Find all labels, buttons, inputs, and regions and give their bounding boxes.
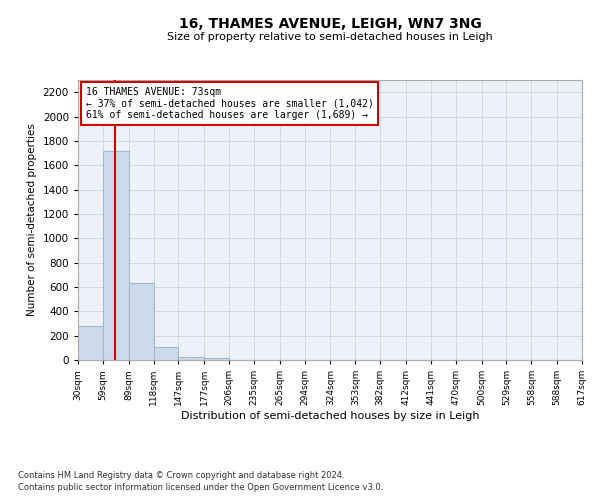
X-axis label: Distribution of semi-detached houses by size in Leigh: Distribution of semi-detached houses by … bbox=[181, 411, 479, 421]
Bar bbox=[204, 358, 229, 360]
Bar bbox=[178, 357, 204, 360]
Bar bbox=[103, 150, 128, 360]
Y-axis label: Number of semi-detached properties: Number of semi-detached properties bbox=[27, 124, 37, 316]
Bar bbox=[154, 347, 178, 360]
Text: Contains HM Land Registry data © Crown copyright and database right 2024.: Contains HM Land Registry data © Crown c… bbox=[18, 470, 344, 480]
Text: Contains public sector information licensed under the Open Government Licence v3: Contains public sector information licen… bbox=[18, 483, 383, 492]
Bar bbox=[78, 326, 103, 360]
Text: Size of property relative to semi-detached houses in Leigh: Size of property relative to semi-detach… bbox=[167, 32, 493, 42]
Bar bbox=[128, 284, 154, 360]
Text: 16, THAMES AVENUE, LEIGH, WN7 3NG: 16, THAMES AVENUE, LEIGH, WN7 3NG bbox=[179, 18, 481, 32]
Text: 16 THAMES AVENUE: 73sqm
← 37% of semi-detached houses are smaller (1,042)
61% of: 16 THAMES AVENUE: 73sqm ← 37% of semi-de… bbox=[86, 87, 373, 120]
